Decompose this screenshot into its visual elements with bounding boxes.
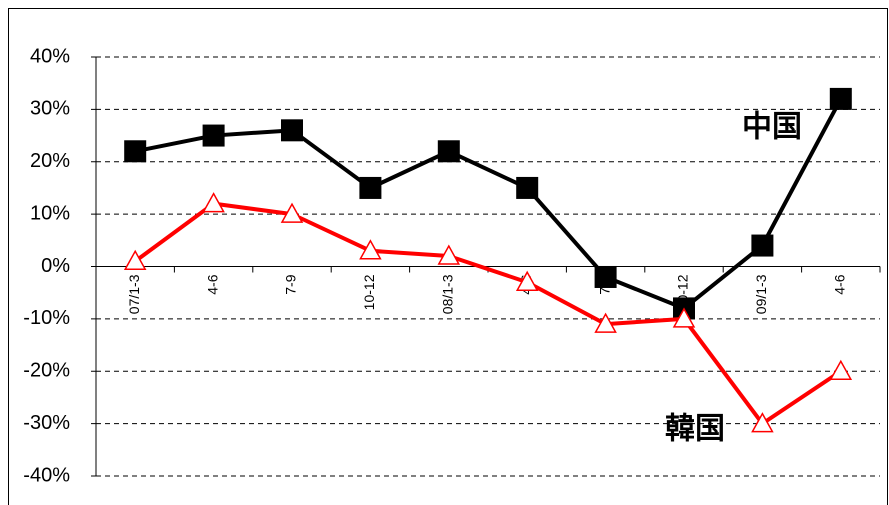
x-tick-label: 09/1-3 xyxy=(753,274,769,314)
x-tick-label: 08/1-3 xyxy=(440,274,456,314)
series-line xyxy=(134,97,843,311)
marker xyxy=(829,359,853,380)
series-line xyxy=(134,201,842,426)
x-tick-label: 4-6 xyxy=(832,274,848,294)
series-label: 中国 xyxy=(742,110,802,145)
marker xyxy=(202,124,225,147)
marker xyxy=(594,312,617,333)
y-tick-label: -20% xyxy=(23,360,70,382)
marker xyxy=(437,140,460,163)
marker xyxy=(359,239,382,260)
series-label: 韓国 xyxy=(665,412,725,447)
marker xyxy=(751,412,774,433)
marker xyxy=(829,87,852,110)
y-tick-label: -30% xyxy=(23,412,70,434)
frame xyxy=(8,8,888,505)
y-tick-label: 30% xyxy=(30,98,70,120)
marker xyxy=(280,202,304,223)
marker xyxy=(751,234,774,257)
marker xyxy=(515,270,539,291)
x-tick-label: 10-12 xyxy=(361,274,377,310)
marker xyxy=(594,265,617,288)
marker xyxy=(437,244,461,265)
y-tick-label: 40% xyxy=(30,45,70,67)
marker xyxy=(359,176,382,199)
marker xyxy=(516,176,539,199)
x-tick-label: 7-9 xyxy=(283,274,299,294)
marker xyxy=(281,119,303,142)
y-tick-label: 0% xyxy=(41,255,70,277)
y-tick-label: 20% xyxy=(30,150,70,172)
x-tick-label: 07/1-3 xyxy=(126,274,142,314)
marker xyxy=(123,249,147,271)
marker xyxy=(202,192,225,213)
y-tick-label: 10% xyxy=(30,202,70,224)
y-tick-label: -40% xyxy=(23,464,70,486)
y-tick-label: -10% xyxy=(23,307,70,329)
x-tick-label: 4-6 xyxy=(204,274,220,294)
marker xyxy=(672,307,696,328)
marker xyxy=(124,140,147,163)
